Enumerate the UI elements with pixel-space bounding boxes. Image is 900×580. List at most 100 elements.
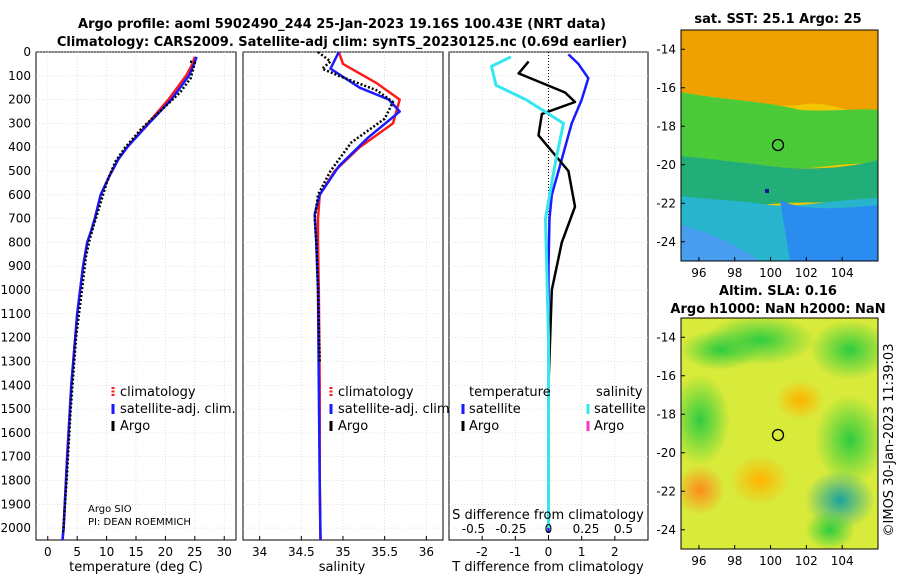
temperature-tick-label: 20	[158, 545, 173, 559]
series-argo	[313, 51, 395, 362]
depth-tick-label: 900	[8, 259, 31, 273]
salinity-tick-label: 34	[252, 545, 267, 559]
diff-legend-sal-title: salinity	[596, 385, 643, 400]
depth-tick-label: 1500	[0, 402, 31, 416]
depth-tick-label: 500	[8, 164, 31, 178]
argo-institution: Argo SIO	[88, 504, 132, 515]
depth-tick-label: 1700	[0, 450, 31, 464]
depth-tick-label: 1200	[0, 331, 31, 345]
lon-tick-label: 102	[795, 554, 818, 568]
depth-tick-label: 1300	[0, 354, 31, 368]
title-line-2: Climatology: CARS2009. Satellite-adj cli…	[57, 35, 627, 50]
salinity-tick-label: 36	[419, 545, 434, 559]
difference-tick-label: -2	[476, 545, 488, 559]
sst-map-title: sat. SST: 25.1 Argo: 25	[694, 12, 861, 27]
depth-tick-label: 1600	[0, 426, 31, 440]
difference-tick-label: 0	[545, 545, 553, 559]
argo-location-marker	[771, 138, 785, 152]
s-diff-tick-label: -0.5	[462, 522, 485, 536]
temperature-tick-label: 15	[128, 545, 143, 559]
sal-legend-argo: Argo	[338, 419, 368, 434]
sla-map-title-2: Argo h1000: NaN h2000: NaN	[670, 302, 885, 317]
difference-xlabel: T difference from climatology	[451, 560, 644, 575]
s-diff-tick-label: 0.25	[573, 522, 600, 536]
series-temperature-argo	[517, 60, 577, 529]
series-argo	[61, 60, 197, 533]
lat-tick-label: -24	[656, 235, 676, 249]
title-line-1: Argo profile: aoml 5902490_244 25-Jan-20…	[78, 17, 606, 32]
lon-tick-label: 98	[727, 554, 742, 568]
difference-tick-label: -1	[509, 545, 521, 559]
temperature-panel: 0100200300400500600700800900100011001200…	[0, 45, 237, 575]
depth-tick-label: 800	[8, 235, 31, 249]
depth-tick-label: 100	[8, 69, 31, 83]
lon-tick-label: 100	[759, 554, 782, 568]
series-satellite-adj-clim-	[313, 51, 401, 541]
argo-pi: PI: DEAN ROEMMICH	[88, 517, 191, 528]
temperature-tick-label: 30	[217, 545, 232, 559]
salinity-panel: 34 34.5 35 35.5 36 salinity climatology sate…	[242, 51, 454, 575]
lon-tick-label: 96	[691, 554, 706, 568]
depth-tick-label: 300	[8, 116, 31, 130]
diff-legend-temp-title: temperature	[469, 385, 551, 400]
depth-tick-label: 1000	[0, 283, 31, 297]
temp-legend-satellite: satellite-adj. clim.	[120, 402, 236, 417]
depth-tick-label: 400	[8, 140, 31, 154]
difference-tick-label: 2	[611, 545, 619, 559]
depth-tick-label: 1400	[0, 378, 31, 392]
lat-tick-label: -16	[656, 81, 676, 95]
lon-tick-label: 102	[795, 266, 818, 280]
depth-tick-label: 0	[23, 45, 31, 59]
salinity-legend: climatology satellite-adj. clim. Argo	[329, 385, 454, 434]
lon-tick-label: 96	[691, 266, 706, 280]
lon-tick-label: 100	[759, 266, 782, 280]
s-diff-tick-label: 0	[545, 522, 553, 536]
temperature-legend: climatology satellite-adj. clim. Argo	[111, 385, 236, 434]
s-diff-tick-label: -0.25	[495, 522, 526, 536]
sst-map: sat. SST: 25.1 Argo: 25 -14 -16 -18 -20 -22 -…	[656, 12, 879, 280]
lat-tick-label: -22	[656, 196, 676, 210]
s-diff-tick-label: 0.5	[614, 522, 633, 536]
diff-legend-temp-satellite: satellite	[469, 402, 521, 417]
salinity-tick-label: 34.5	[288, 545, 315, 559]
temperature-tick-label: 25	[187, 545, 202, 559]
lon-tick-label: 104	[831, 266, 854, 280]
s-difference-label: S difference from climatology	[452, 508, 644, 523]
argo-location-marker-sla	[771, 428, 785, 442]
temperature-tick-label: 10	[99, 545, 114, 559]
lat-tick-label: -18	[656, 119, 676, 133]
series-salinity-satellite	[490, 55, 565, 529]
sal-legend-climatology: climatology	[338, 385, 414, 400]
depth-tick-label: 700	[8, 212, 31, 226]
lon-tick-label: 98	[727, 266, 742, 280]
lat-tick-label: -18	[656, 407, 676, 421]
temperature-xlabel: temperature (deg C)	[69, 560, 203, 575]
temperature-tick-label: 5	[73, 545, 81, 559]
sla-map: Altim. SLA: 0.16 Argo h1000: NaN h2000: …	[656, 284, 885, 568]
lon-tick-label: 104	[831, 554, 854, 568]
salinity-xlabel: salinity	[319, 560, 366, 575]
salinity-tick-label: 35	[335, 545, 350, 559]
diff-legend-temp-argo: Argo	[469, 419, 499, 434]
temp-legend-climatology: climatology	[120, 385, 196, 400]
difference-tick-label: 1	[578, 545, 586, 559]
imos-credit: ©IMOS 30-Jan-2023 11:39:03	[882, 344, 897, 537]
lat-tick-label: -22	[656, 484, 676, 498]
lat-tick-label: -20	[656, 446, 676, 460]
depth-tick-label: 1800	[0, 473, 31, 487]
depth-tick-label: 2000	[0, 521, 31, 535]
lat-tick-label: -14	[656, 42, 676, 56]
salinity-tick-label: 35.5	[371, 545, 398, 559]
difference-legend: temperature salinity satellite Argo sate…	[461, 385, 646, 434]
depth-tick-label: 600	[8, 188, 31, 202]
series-satellite-adj-clim-	[61, 56, 198, 541]
diff-legend-sal-satellite: satellite	[594, 402, 646, 417]
sla-map-title-1: Altim. SLA: 0.16	[719, 284, 837, 299]
lat-tick-label: -24	[656, 523, 676, 537]
temperature-tick-label: 0	[44, 545, 52, 559]
difference-panel: -2 -1 0 1 2 T difference from climatology S …	[448, 51, 649, 575]
depth-tick-label: 1900	[0, 497, 31, 511]
lat-tick-label: -20	[656, 158, 676, 172]
lat-tick-label: -14	[656, 330, 676, 344]
sal-legend-satellite: satellite-adj. clim.	[338, 402, 454, 417]
